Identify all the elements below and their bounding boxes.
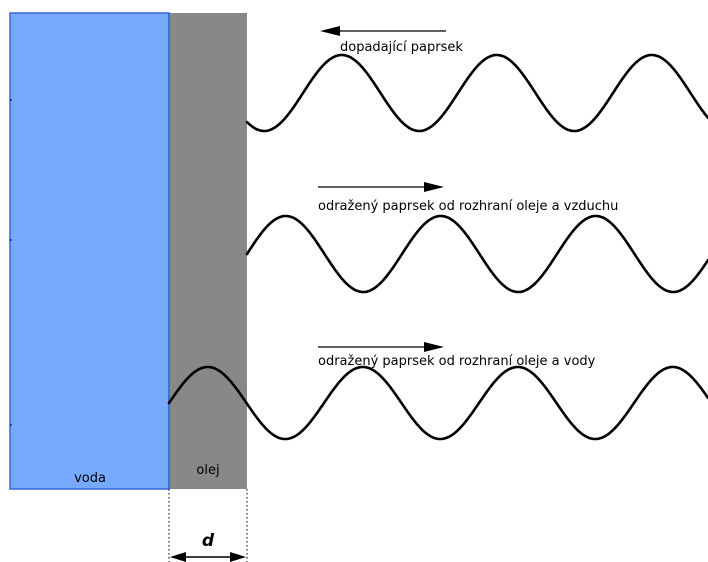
- thickness-arrow-head-left: [170, 552, 186, 562]
- reflect-air-label: odražený paprsek od rozhraní oleje a vzd…: [318, 199, 618, 214]
- reflect-water-label: odražený paprsek od rozhraní oleje a vod…: [318, 354, 596, 369]
- reflect-water-arrow-head: [424, 342, 444, 352]
- thickness-arrow-head-right: [230, 552, 246, 562]
- reflect-air-arrow-head: [424, 182, 444, 192]
- oil-layer: [169, 13, 247, 489]
- thickness-label: d: [202, 531, 215, 551]
- incident-label: dopadající paprsek: [340, 40, 463, 55]
- reflected-air-wave: [245, 214, 708, 294]
- incident-arrow-head: [320, 26, 340, 36]
- water-label: voda: [74, 471, 106, 486]
- oil-label: olej: [196, 463, 219, 478]
- water-layer: [9, 12, 170, 490]
- incident-wave: [245, 53, 708, 133]
- reflected-water-wave: [167, 365, 708, 441]
